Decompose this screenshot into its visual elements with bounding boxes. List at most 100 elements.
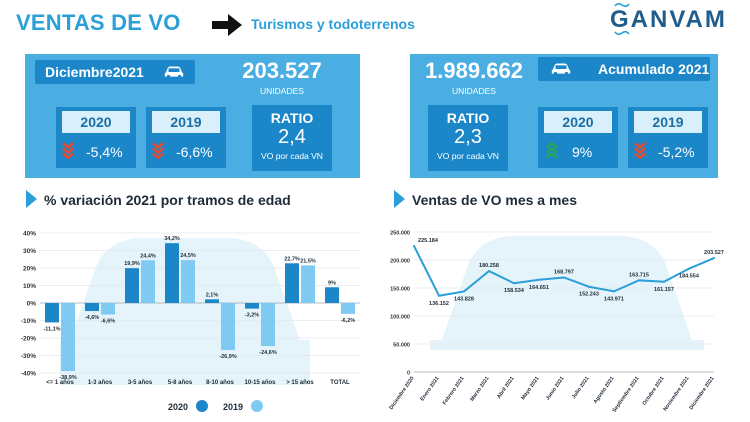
line-chart-title: Ventas de VO mes a mes [412,192,577,208]
bar-2019-4 [221,303,235,351]
line-point [663,280,665,283]
bar-data-label: 24,4% [140,253,156,259]
monthly-units-value: 203.527 [242,58,322,83]
card-2019-accumulated: 2019 -5,2% [628,107,708,168]
category-label: Octubre 2021 [641,376,665,407]
category-label: 3-5 años [128,380,153,386]
category-label: Noviembre 2021 [662,376,690,413]
line-data-label: 161.157 [654,287,674,293]
trend-down-icon [62,142,74,160]
y-tick-label: 0 [407,371,410,377]
category-label: Agosto 2021 [593,376,616,405]
bar-data-label: -6,2% [341,318,355,324]
bar-data-label: 34,2% [164,236,180,242]
bar-data-label: -24,6% [259,350,277,356]
trend-down-icon [634,142,646,160]
y-tick-label: 40% [23,231,36,238]
category-label: Enero 2021 [420,376,441,403]
bar-data-label: -26,9% [219,354,237,360]
y-tick-label: -30% [21,353,36,360]
bar-2020-0 [45,303,59,323]
month-chip: Diciembre2021 [35,60,195,84]
line-point [438,294,440,297]
category-label: 10-15 años [244,380,276,386]
accumulated-chip: Acumulado 2021 [538,57,710,81]
card-year-label: 2020 [62,111,130,133]
car-watermark-icon [60,238,310,385]
line-point [513,282,515,285]
line-data-label: 136.152 [429,301,449,307]
ratio-value: 2,3 [454,126,482,148]
line-point [713,257,715,260]
trend-down-icon [152,142,164,160]
line-point [538,278,540,281]
line-data-label: 143.971 [604,296,624,302]
ganvam-logo: GANVAM [610,6,727,33]
category-label: TOTAL [330,380,350,386]
bar-2019-0 [61,303,75,372]
line-data-label: 163.715 [629,272,649,278]
y-tick-label: 100.000 [390,315,410,321]
category-label: <= 1 años [46,380,74,386]
category-label: Marzo 2021 [469,376,490,403]
category-label: Septiembre 2021 [612,376,641,414]
line-data-label: 225.184 [418,238,439,244]
y-tick-label: 0% [27,301,37,308]
month-label: Diciembre2021 [45,64,144,80]
car-icon [164,66,184,79]
section-marker-icon [26,190,37,208]
card-change-value: -6,6% [176,144,213,160]
bar-data-label: 2,1% [206,292,219,298]
accumulated-label: Acumulado 2021 [598,61,710,77]
bar-data-label: -11,1% [43,326,60,332]
category-label: 5-8 años [168,380,193,386]
section-marker-icon [394,190,405,208]
arrow-right-icon [212,14,242,36]
line-point [563,276,565,279]
card-change-value: -5,2% [658,144,695,160]
y-tick-label: -40% [21,371,36,378]
category-label: > 15 años [286,380,314,386]
category-label: Junio 2021 [545,376,566,402]
legend-label-2019: 2019 [223,402,244,412]
bar-2019-6 [301,265,315,303]
ratio-title: RATIO [446,110,490,126]
bar-2019-3 [181,260,195,303]
category-label: Abril 2021 [496,376,515,400]
bar-data-label: 24,5% [180,253,196,259]
y-tick-label: 20% [23,266,36,273]
category-label: Julio 2021 [571,376,591,400]
category-label: Diciembre 2021 [688,376,715,411]
line-point [588,285,590,288]
ratio-value: 2,4 [278,126,306,148]
ratio-caption: VO por cada VN [261,151,323,161]
bar-2020-2 [125,268,139,303]
line-data-label: 158.534 [504,288,525,294]
card-year-label: 2019 [634,111,702,133]
line-point [613,290,615,293]
card-2020-monthly: 2020 -5,4% [56,107,136,168]
page-title: VENTAS DE VO [16,10,181,35]
bar-2019-7 [341,303,355,314]
y-tick-label: 250.000 [390,231,410,237]
line-point [488,270,490,273]
card-change-value: 9% [572,144,593,160]
ratio-box-monthly: RATIO 2,4 VO por cada VN [252,105,332,171]
category-label: Diciembre 2020 [388,376,415,411]
line-point [463,290,465,293]
card-year-label: 2020 [544,111,612,133]
bar-chart-legend: 2020 2019 [168,400,268,416]
car-watermark-icon [430,236,704,350]
y-tick-label: -10% [21,318,36,325]
bar-2019-2 [141,260,155,303]
line-data-label: 164.651 [529,285,549,291]
legend-marker-2020 [196,400,208,412]
y-tick-label: 10% [23,283,36,290]
ratio-caption: VO por cada VN [437,151,499,161]
page-subtitle: Turismos y todoterrenos [251,16,415,32]
car-icon [551,63,571,76]
category-label: 1-3 años [88,380,113,386]
line-point [413,244,415,247]
y-tick-label: 200.000 [390,259,410,265]
line-point [638,279,640,282]
